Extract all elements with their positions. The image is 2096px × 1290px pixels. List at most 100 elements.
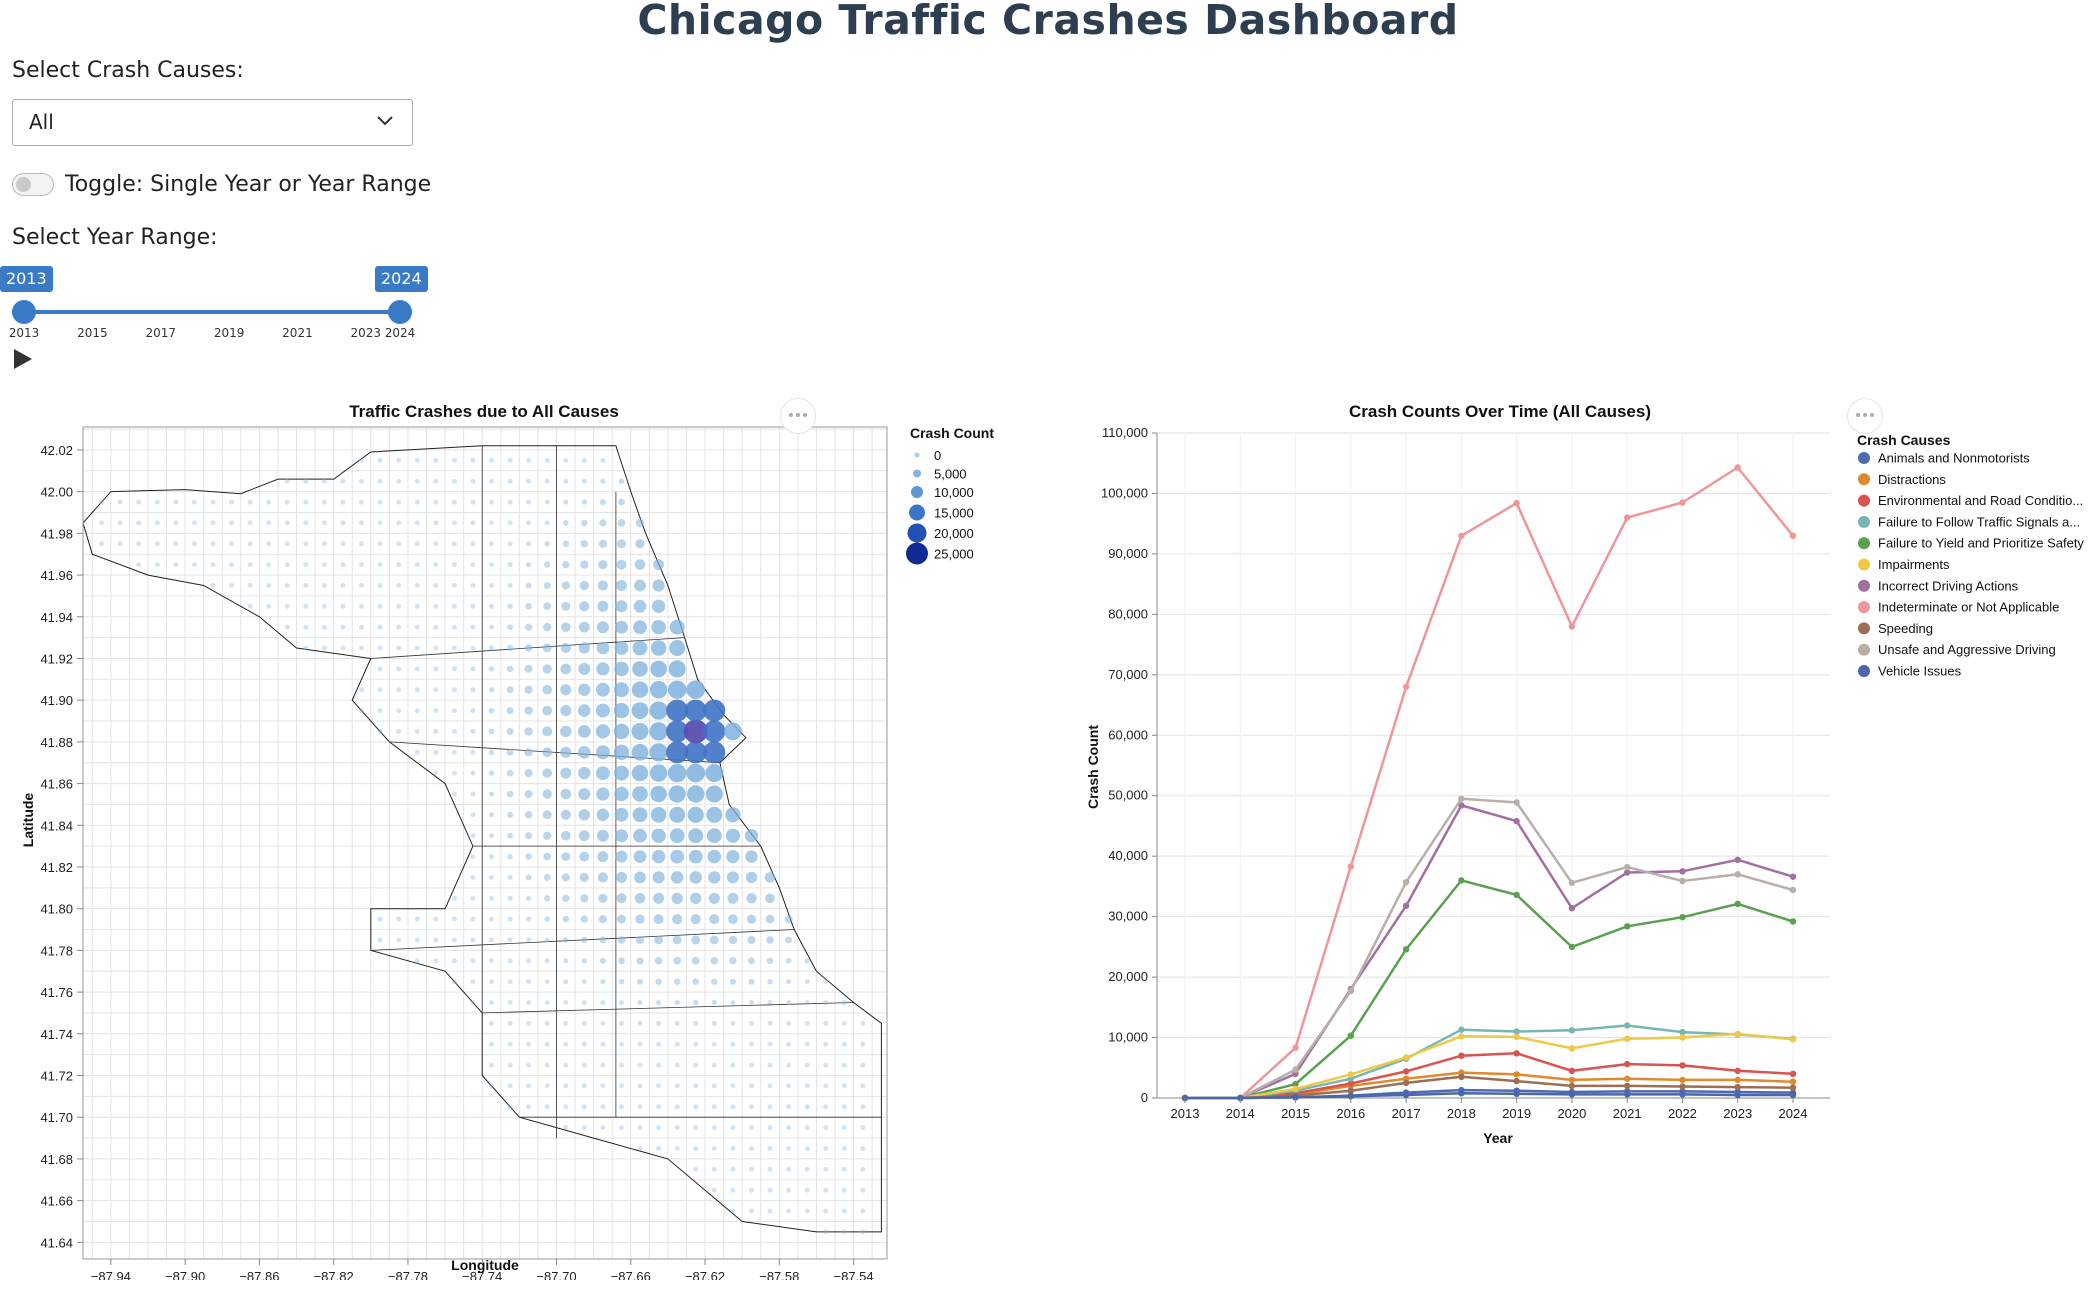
chart-y-tick-label: 60,000 [1108, 727, 1148, 742]
series-incorrect-driving-actions [1181, 802, 1797, 1102]
slider-tick-label: 2024 [385, 326, 416, 340]
range-start-badge: 2013 [0, 266, 53, 292]
series-indeterminate-or-not-applicable [1181, 464, 1797, 1102]
chart-legend-label: Speeding [1878, 621, 1933, 636]
chart-x-tick-label: 2024 [1779, 1106, 1808, 1121]
map-y-tick-label: 41.96 [40, 568, 73, 583]
series-point [1734, 1076, 1741, 1084]
series-point [1292, 1085, 1299, 1093]
slider-handle-end[interactable] [388, 300, 412, 324]
series-point [1347, 1071, 1354, 1078]
series-point [1568, 1091, 1576, 1098]
series-point [1292, 1066, 1299, 1073]
slider-handle-start[interactable] [12, 300, 36, 324]
chart-legend-symbol [1858, 494, 1870, 507]
chart-y-tick-label: 110,000 [1102, 425, 1148, 440]
slider-tick-label: 2019 [214, 326, 245, 340]
series-point [1568, 943, 1576, 951]
series-point [1292, 1094, 1299, 1101]
series-line [1185, 1032, 1794, 1100]
series-point [1513, 1077, 1520, 1085]
range-end-badge: 2024 [375, 266, 428, 292]
series-point [1458, 532, 1465, 539]
series-point [1458, 1033, 1465, 1040]
map-legend-symbol [914, 452, 920, 458]
map-y-tick-label: 41.70 [40, 1110, 73, 1125]
series-line [1185, 465, 1794, 1100]
series-point [1458, 802, 1465, 809]
chart-legend-symbol [1858, 601, 1870, 614]
chart-legend-label: Distractions [1878, 472, 1946, 487]
chart-legend-label: Vehicle Issues [1878, 664, 1962, 679]
map-y-tick-label: 41.84 [40, 818, 73, 833]
series-point [1513, 1050, 1520, 1057]
series-point [1624, 869, 1631, 876]
series-point [1679, 877, 1686, 885]
series-point [1513, 1033, 1520, 1041]
series-point [1734, 464, 1741, 471]
series-point [1568, 905, 1576, 912]
chart-legend-symbol [1858, 665, 1870, 677]
map-legend-symbol [907, 523, 927, 543]
series-point [1789, 1070, 1797, 1077]
series-point [1789, 1084, 1797, 1091]
series-point [1789, 918, 1797, 925]
series-point [1679, 1076, 1686, 1084]
slider-tick-label: 2013 [9, 326, 40, 340]
crash-map: Traffic Crashes due to All Causes −87.94… [20, 402, 994, 1280]
series-point [1734, 871, 1741, 878]
map-y-tick-label: 42.00 [40, 485, 73, 500]
chart-menu-button[interactable] [1847, 398, 1883, 434]
chart-x-tick-label: 2015 [1281, 1106, 1310, 1121]
series-point [1679, 499, 1686, 506]
chart-legend-symbol [1858, 537, 1870, 550]
map-legend-label: 0 [934, 448, 941, 463]
series-line [1185, 1075, 1794, 1100]
series-point [1402, 683, 1410, 691]
map-menu-button[interactable] [780, 398, 816, 434]
chart-y-tick-label: 40,000 [1108, 848, 1148, 863]
series-point [1568, 1076, 1576, 1084]
series-point [1568, 1027, 1576, 1034]
map-legend-symbol [909, 504, 925, 521]
map-legend-label: 20,000 [934, 526, 974, 541]
map-xlabel: Longitude [451, 1257, 519, 1273]
series-point [1679, 1083, 1686, 1090]
series-point [1458, 1026, 1465, 1033]
series-point [1789, 886, 1797, 894]
map-y-tick-label: 41.76 [40, 985, 73, 1000]
series-point [1679, 1062, 1686, 1069]
map-legend-title: Crash Count [910, 425, 994, 441]
year-range-slider[interactable]: 2013 2015 2017 2019 2021 2023 2024 [0, 262, 430, 342]
map-x-tick-label: −87.90 [165, 1269, 205, 1280]
play-icon[interactable] [12, 348, 34, 370]
chart-x-tick-label: 2013 [1171, 1106, 1200, 1121]
year-range-label: Select Year Range: [12, 225, 218, 250]
chart-legend-symbol [1858, 579, 1870, 592]
chart-legend-label: Unsafe and Aggressive Driving [1878, 642, 2056, 657]
series-point [1789, 873, 1797, 880]
chart-y-tick-label: 10,000 [1108, 1030, 1148, 1045]
chart-legend-symbol [1858, 622, 1870, 635]
map-x-tick-label: −87.66 [611, 1269, 651, 1280]
map-legend-label: 10,000 [934, 485, 974, 500]
series-point [1402, 1091, 1410, 1099]
year-mode-toggle[interactable] [12, 173, 54, 196]
cause-select[interactable]: All [12, 99, 413, 146]
series-point [1402, 1054, 1410, 1061]
slider-tick-label: 2015 [77, 326, 108, 340]
cause-select-label: Select Crash Causes: [12, 58, 244, 83]
map-x-tick-label: −87.54 [834, 1269, 874, 1280]
series-point [1624, 1082, 1631, 1090]
chart-x-tick-label: 2018 [1447, 1106, 1476, 1121]
series-point [1347, 1032, 1354, 1039]
map-x-tick-label: −87.82 [314, 1269, 354, 1280]
map-x-tick-label: −87.94 [91, 1269, 131, 1280]
cause-select-value: All [29, 110, 54, 134]
series-point [1347, 987, 1354, 995]
map-legend: 0 5,000 10,000 15,000 20,000 25,000 [906, 448, 974, 565]
map-x-tick-label: −87.74 [462, 1269, 502, 1280]
series-point [1513, 817, 1520, 825]
chart-y-tick-label: 100,000 [1101, 485, 1148, 500]
series-point [1513, 1090, 1520, 1097]
